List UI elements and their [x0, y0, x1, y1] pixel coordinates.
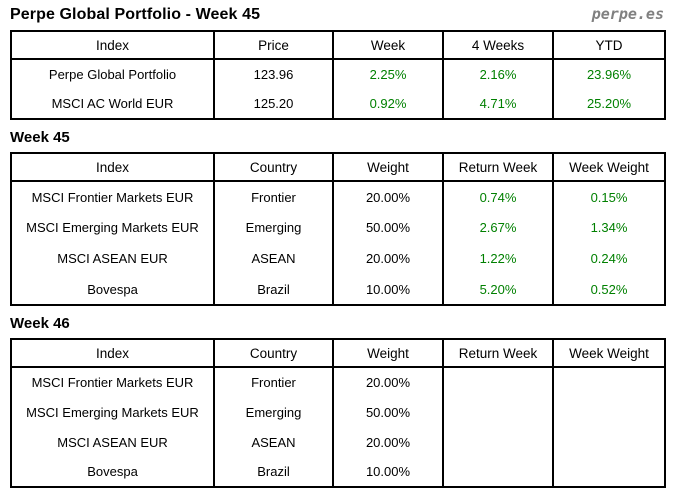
week-weight-cell — [552, 457, 666, 487]
weight-cell: 50.00% — [332, 397, 444, 427]
week-weight-cell — [552, 397, 666, 427]
summary-col-ytd: YTD — [552, 31, 666, 59]
week46-col-country: Country — [213, 339, 334, 367]
summary-col-4weeks: 4 Weeks — [442, 31, 554, 59]
week45-header-row: Index Country Weight Return Week Week We… — [10, 153, 666, 181]
country-cell: Emerging — [213, 212, 334, 243]
return-week-cell: 2.67% — [442, 212, 554, 243]
week-return-cell: 2.25% — [332, 59, 444, 89]
table-row: MSCI Frontier Markets EUR Frontier 20.00… — [10, 181, 666, 212]
return-week-cell: 0.74% — [442, 181, 554, 212]
ytd-return-cell: 25.20% — [552, 89, 666, 119]
country-cell: Frontier — [213, 181, 334, 212]
brand-logo: perpe.es — [591, 5, 664, 23]
4weeks-return-cell: 4.71% — [442, 89, 554, 119]
index-cell: MSCI ASEAN EUR — [10, 427, 215, 457]
country-cell: Frontier — [213, 367, 334, 397]
weight-cell: 20.00% — [332, 367, 444, 397]
table-row: MSCI ASEAN EUR ASEAN 20.00% — [10, 427, 666, 457]
week-weight-cell: 0.52% — [552, 274, 666, 305]
week46-table: Index Country Weight Return Week Week We… — [10, 338, 666, 488]
week45-col-return-week: Return Week — [442, 153, 554, 181]
table-row: Bovespa Brazil 10.00% — [10, 457, 666, 487]
week46-col-return-week: Return Week — [442, 339, 554, 367]
index-cell: MSCI ASEAN EUR — [10, 243, 215, 274]
weight-cell: 20.00% — [332, 181, 444, 212]
price-cell: 125.20 — [213, 89, 334, 119]
table-row: MSCI Frontier Markets EUR Frontier 20.00… — [10, 367, 666, 397]
week45-col-index: Index — [10, 153, 215, 181]
4weeks-return-cell: 2.16% — [442, 59, 554, 89]
table-row: MSCI AC World EUR 125.20 0.92% 4.71% 25.… — [10, 89, 666, 119]
summary-col-index: Index — [10, 31, 215, 59]
country-cell: Brazil — [213, 457, 334, 487]
summary-col-price: Price — [213, 31, 334, 59]
weight-cell: 10.00% — [332, 457, 444, 487]
country-cell: ASEAN — [213, 243, 334, 274]
weight-cell: 20.00% — [332, 243, 444, 274]
price-cell: 123.96 — [213, 59, 334, 89]
week-weight-cell: 1.34% — [552, 212, 666, 243]
table-row: Perpe Global Portfolio 123.96 2.25% 2.16… — [10, 59, 666, 89]
index-cell: MSCI Emerging Markets EUR — [10, 212, 215, 243]
week46-heading: Week 46 — [10, 315, 70, 332]
return-week-cell: 5.20% — [442, 274, 554, 305]
week-return-cell: 0.92% — [332, 89, 444, 119]
weight-cell: 20.00% — [332, 427, 444, 457]
index-cell: MSCI Frontier Markets EUR — [10, 367, 215, 397]
weight-cell: 10.00% — [332, 274, 444, 305]
index-cell: MSCI Emerging Markets EUR — [10, 397, 215, 427]
week-weight-cell — [552, 367, 666, 397]
week-weight-cell — [552, 427, 666, 457]
table-row: MSCI ASEAN EUR ASEAN 20.00% 1.22% 0.24% — [10, 243, 666, 274]
week-weight-cell: 0.24% — [552, 243, 666, 274]
page-header: Perpe Global Portfolio - Week 45 perpe.e… — [10, 5, 664, 28]
index-cell: MSCI Frontier Markets EUR — [10, 181, 215, 212]
week45-col-country: Country — [213, 153, 334, 181]
week46-header-row: Index Country Weight Return Week Week We… — [10, 339, 666, 367]
return-week-cell — [442, 397, 554, 427]
ytd-return-cell: 23.96% — [552, 59, 666, 89]
country-cell: Emerging — [213, 397, 334, 427]
return-week-cell — [442, 367, 554, 397]
weight-cell: 50.00% — [332, 212, 444, 243]
week45-col-week-weight: Week Weight — [552, 153, 666, 181]
index-cell: Perpe Global Portfolio — [10, 59, 215, 89]
index-cell: Bovespa — [10, 274, 215, 305]
week46-col-index: Index — [10, 339, 215, 367]
table-row: Bovespa Brazil 10.00% 5.20% 0.52% — [10, 274, 666, 305]
table-row: MSCI Emerging Markets EUR Emerging 50.00… — [10, 397, 666, 427]
country-cell: Brazil — [213, 274, 334, 305]
week45-col-weight: Weight — [332, 153, 444, 181]
page-title: Perpe Global Portfolio - Week 45 — [10, 6, 261, 23]
week46-col-weight: Weight — [332, 339, 444, 367]
index-cell: Bovespa — [10, 457, 215, 487]
summary-header-row: Index Price Week 4 Weeks YTD — [10, 31, 666, 59]
report-page: Perpe Global Portfolio - Week 45 perpe.e… — [10, 5, 666, 488]
return-week-cell — [442, 427, 554, 457]
summary-table: Index Price Week 4 Weeks YTD Perpe Globa… — [10, 30, 666, 120]
week45-table: Index Country Weight Return Week Week We… — [10, 152, 666, 306]
index-cell: MSCI AC World EUR — [10, 89, 215, 119]
return-week-cell: 1.22% — [442, 243, 554, 274]
return-week-cell — [442, 457, 554, 487]
week45-heading: Week 45 — [10, 129, 70, 146]
table-row: MSCI Emerging Markets EUR Emerging 50.00… — [10, 212, 666, 243]
week46-col-week-weight: Week Weight — [552, 339, 666, 367]
country-cell: ASEAN — [213, 427, 334, 457]
summary-col-week: Week — [332, 31, 444, 59]
week-weight-cell: 0.15% — [552, 181, 666, 212]
